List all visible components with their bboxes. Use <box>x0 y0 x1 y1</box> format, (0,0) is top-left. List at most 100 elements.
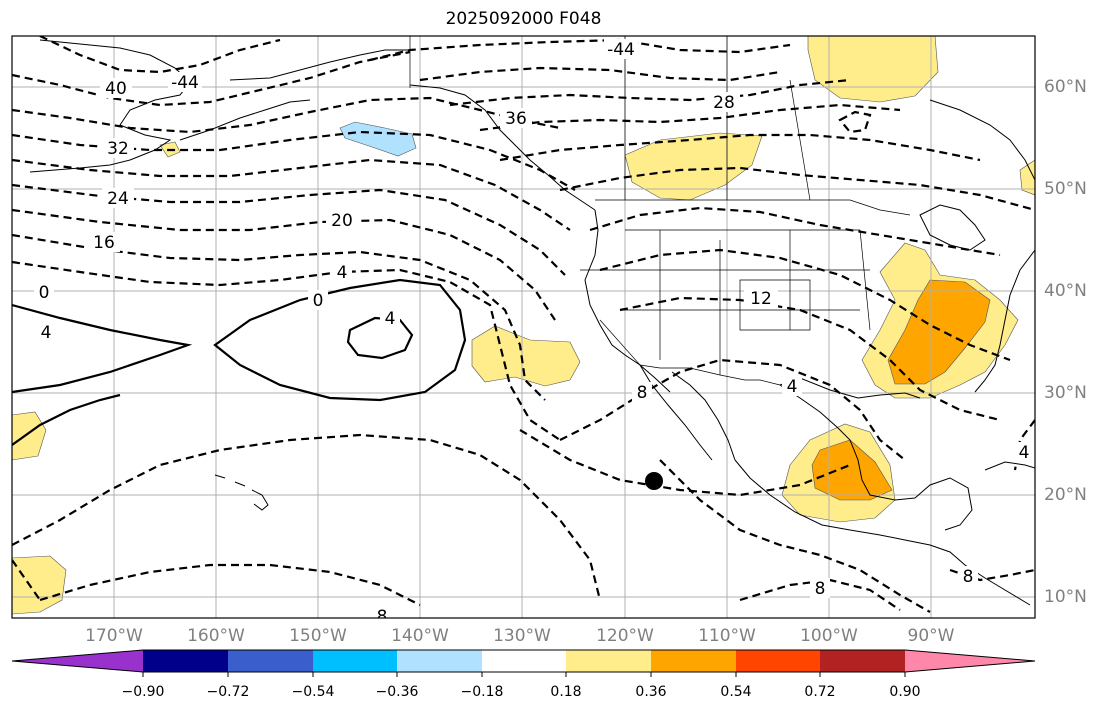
coast-central-america <box>904 539 1031 606</box>
contour-small-ring <box>838 110 872 134</box>
colorbar-tick-label: 0.36 <box>635 684 667 700</box>
map-frame <box>11 35 1036 619</box>
contour-0-east <box>213 278 467 402</box>
contour-label: 4 <box>1019 443 1030 463</box>
contour-label: 40 <box>105 79 127 99</box>
colorbar-extend-right <box>905 650 1035 672</box>
coast-mexico-gulf <box>779 384 916 501</box>
contours-positive <box>12 278 467 446</box>
lon-label: 150°W <box>289 626 347 646</box>
colorbar <box>11 649 1036 677</box>
lon-label: 120°W <box>596 626 654 646</box>
colorbar-tick-label: −0.90 <box>121 684 165 700</box>
colorbar-segment <box>566 650 651 672</box>
contour-mid-8 <box>559 358 906 461</box>
shade-yellow-canada-northeast <box>807 36 939 103</box>
gridlines <box>12 36 1035 618</box>
contour-mid-20 <box>589 206 1001 257</box>
contour-north-44 <box>369 38 791 62</box>
colorbar-segment <box>397 650 482 672</box>
contour-mid-4 <box>519 429 851 497</box>
contour-mid-16 <box>599 248 1011 362</box>
contour-mid-12 <box>619 296 1001 422</box>
location-marker <box>645 472 663 490</box>
contour-24 <box>12 183 566 276</box>
coast-mexico-pacific <box>734 459 906 541</box>
contour-southeast-8 <box>659 459 931 613</box>
contour-label: 4 <box>41 323 52 343</box>
contour-north-36 <box>449 78 851 107</box>
contour-label: -44 <box>607 40 635 60</box>
lon-label: 130°W <box>493 626 551 646</box>
shade-yellow-canada-west <box>624 132 763 201</box>
colorbar-tick-label: 0.72 <box>804 684 836 700</box>
coast-alaska-gulf <box>229 49 410 81</box>
lat-label: 50°N <box>1044 179 1087 199</box>
contour-label: 28 <box>713 93 735 113</box>
contour-0-west <box>12 303 193 394</box>
contour-label: 20 <box>331 211 353 231</box>
lat-label: 10°N <box>1044 587 1087 607</box>
border-us-mexico <box>639 364 781 386</box>
lat-label: 40°N <box>1044 281 1087 301</box>
contour-16 <box>12 233 546 401</box>
contour-label: 8 <box>963 567 974 587</box>
colorbar-tick-label: −0.54 <box>291 684 335 700</box>
contour-label: 4 <box>787 377 798 397</box>
shade-orange-midwest <box>887 279 991 385</box>
border-states <box>580 229 871 375</box>
contour-40 <box>12 50 411 107</box>
shade-yellow-pacific-offshore <box>471 325 581 387</box>
shade-yellow-west-edge <box>12 411 47 461</box>
coast-alaska-west <box>29 39 191 173</box>
coast-hudson-bay <box>929 99 1035 181</box>
coast-hawaii <box>214 474 269 511</box>
contour-36 <box>12 96 561 134</box>
coast-cuba <box>984 461 1035 471</box>
coast-us-east <box>974 249 1035 393</box>
shade-orange-mexico <box>811 439 893 501</box>
contour-28 <box>12 158 571 231</box>
contour-32 <box>12 130 576 191</box>
lat-label: 20°N <box>1044 485 1087 505</box>
contour-label: 4 <box>385 309 396 329</box>
colorbar-segment <box>313 650 397 672</box>
shade-yellow-southwest-corner <box>12 555 67 615</box>
colorbar-extend-left <box>12 650 143 672</box>
contour-label: 8 <box>815 579 826 599</box>
colorbar-segment <box>651 650 736 672</box>
contour-north-24 <box>559 166 1035 212</box>
lon-label: 110°W <box>698 626 756 646</box>
contour-20 <box>12 208 556 321</box>
coast-alaska-panhandle <box>409 84 596 211</box>
colorbar-tick-label: −0.36 <box>375 684 419 700</box>
contour-south-4 <box>12 433 602 601</box>
contours-negative <box>12 36 1035 613</box>
coast-us-west <box>584 209 671 393</box>
contour-label: 4 <box>337 263 348 283</box>
contour-44 <box>39 36 281 74</box>
contour-label: 8 <box>637 383 648 403</box>
coast-yucatan <box>914 477 973 531</box>
contour-south-8 <box>39 563 421 606</box>
lon-label: 90°W <box>907 626 955 646</box>
colorbar-segment <box>143 650 228 672</box>
contour-north-32 <box>479 103 901 132</box>
contour-12 <box>12 260 561 441</box>
border-us-canada <box>595 199 911 216</box>
coast-baja <box>639 364 713 461</box>
shade-yellow-east-edge <box>1019 159 1035 196</box>
contour-label: 24 <box>107 189 129 209</box>
coast-great-lakes <box>919 204 986 251</box>
colorbar-segment <box>736 650 820 672</box>
lat-label: 30°N <box>1044 383 1087 403</box>
contour-0-southwest <box>12 393 121 446</box>
shade-blue-gulf-of-alaska <box>339 121 417 157</box>
contour-label: 36 <box>505 109 527 129</box>
colorbar-segment <box>820 650 905 672</box>
contour-southwest-8 <box>12 559 41 601</box>
colorbar-segment <box>228 650 313 672</box>
coast-alaska-peninsula <box>179 99 311 141</box>
colorbar-tick-label: 0.54 <box>720 684 752 700</box>
colorbar-tick-label: −0.18 <box>460 684 504 700</box>
